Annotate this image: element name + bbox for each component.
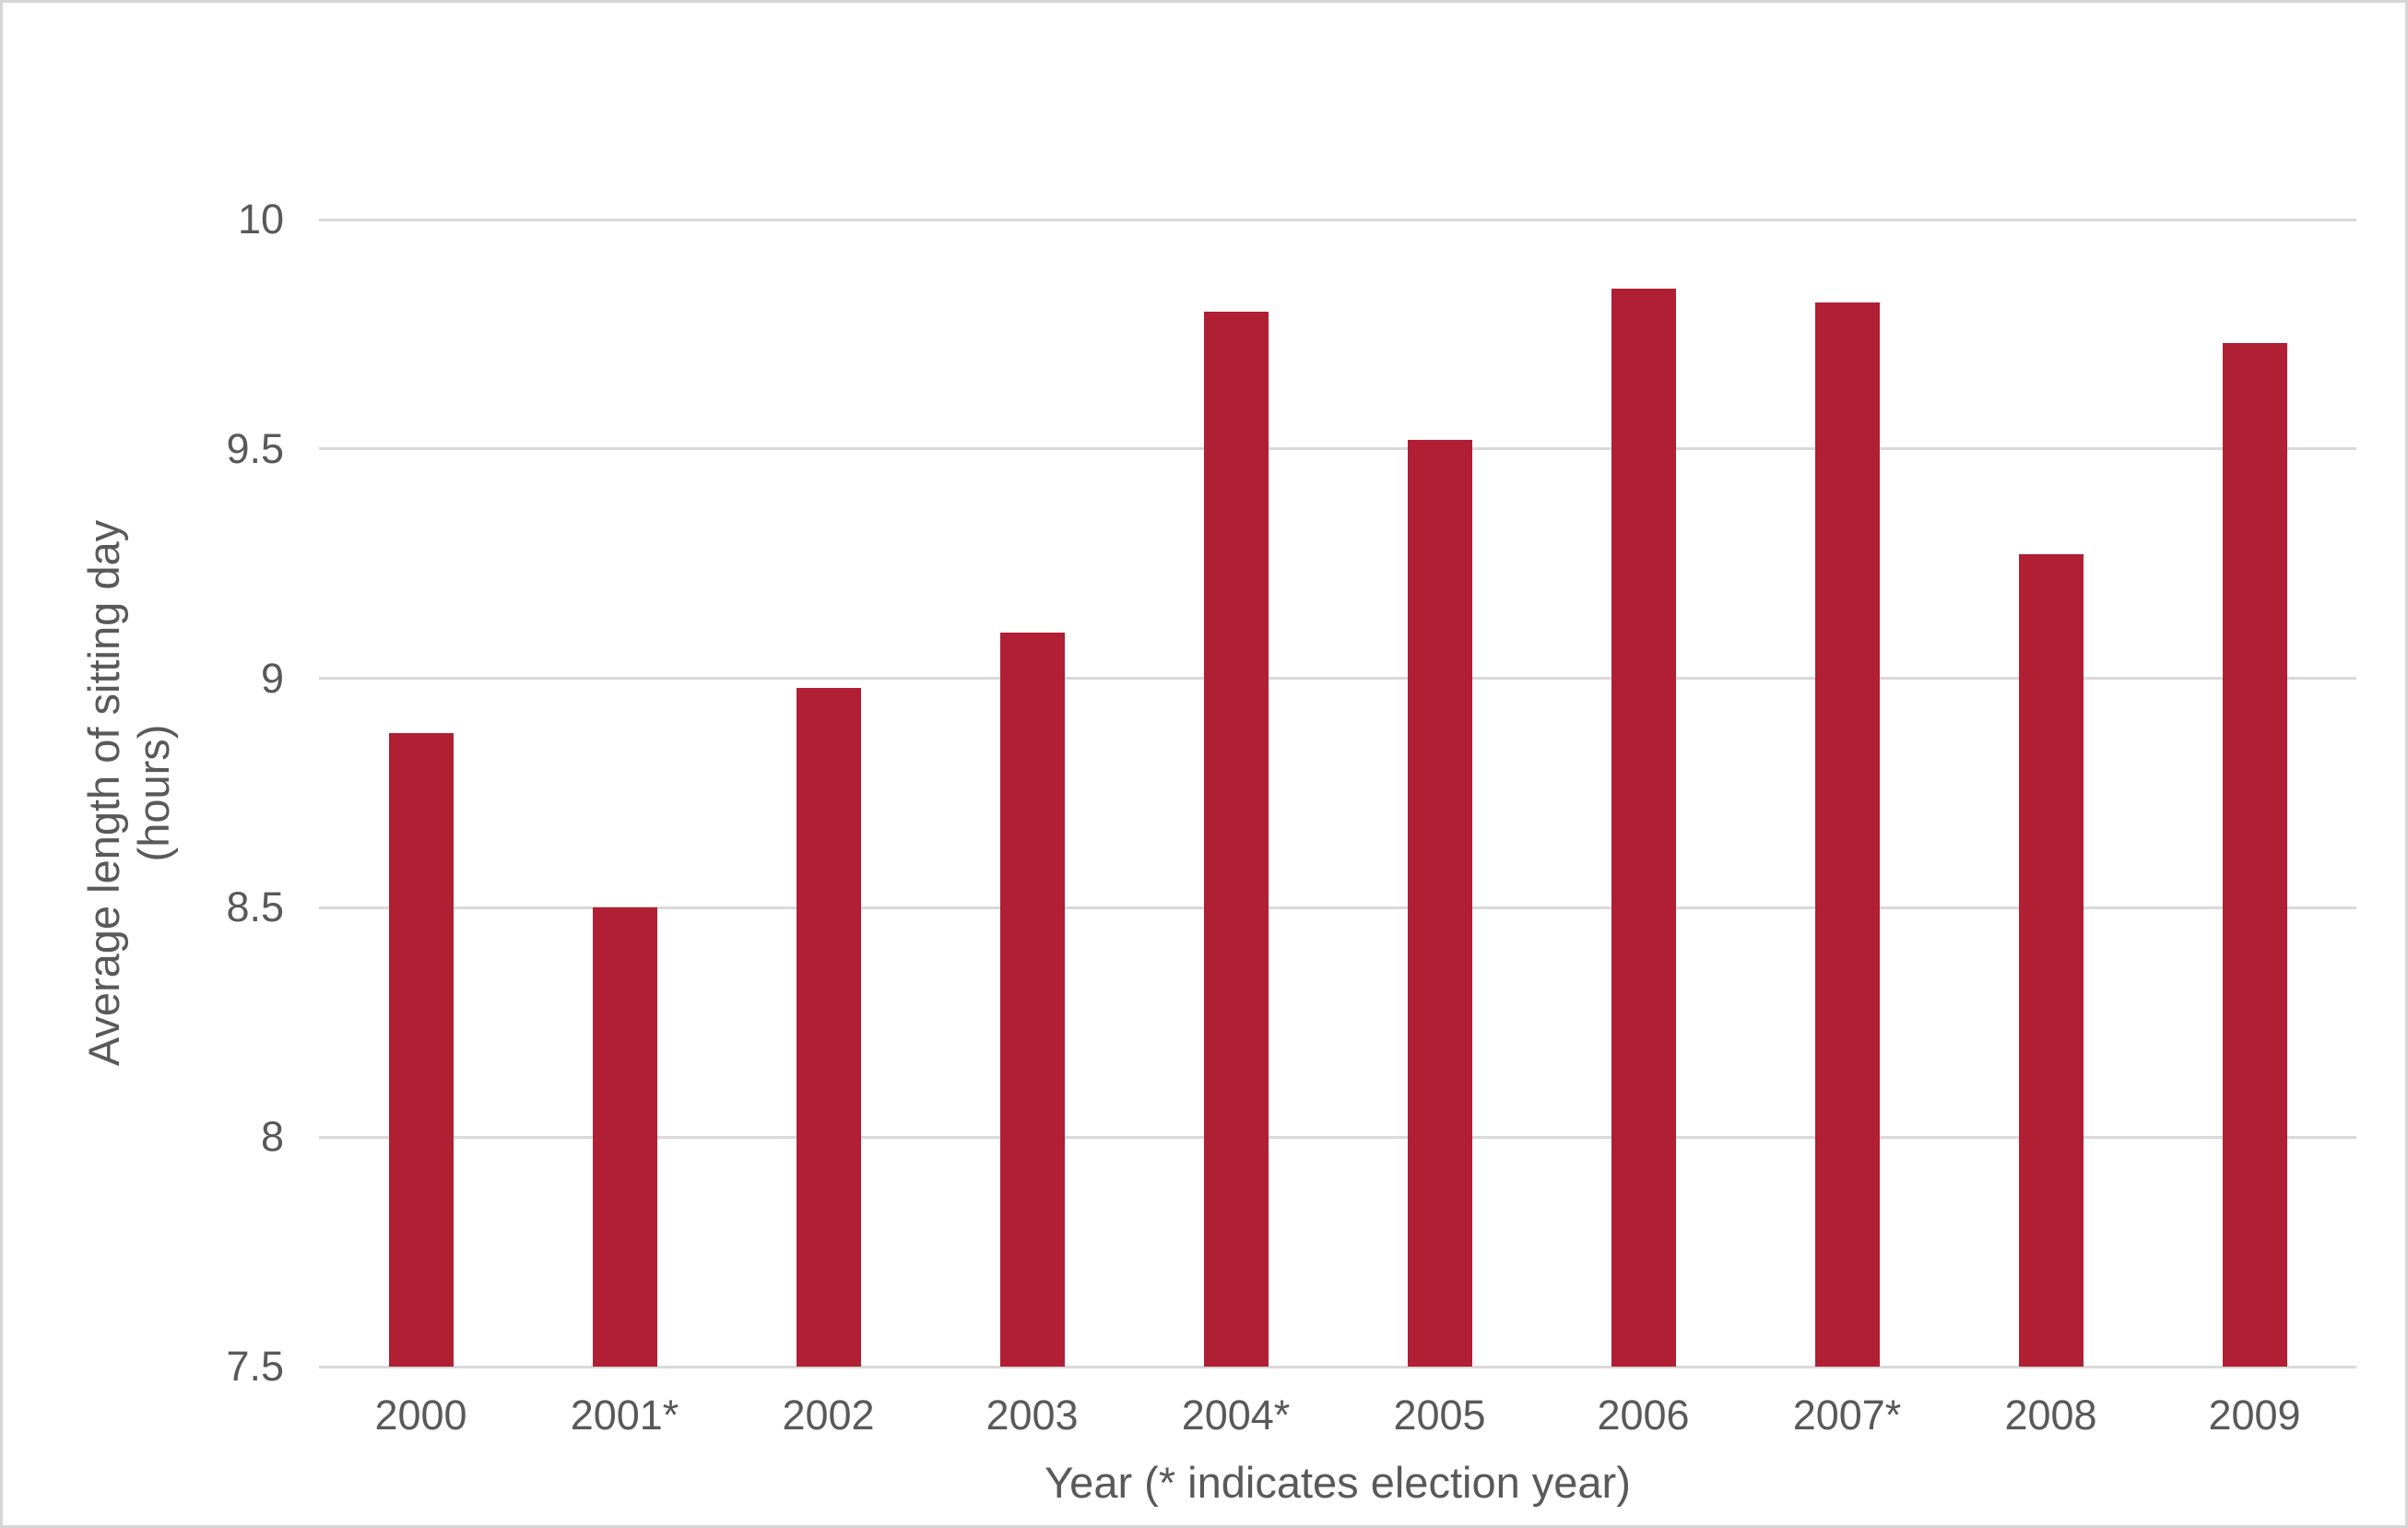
x-axis-label-2004-election: 2004* <box>1181 1392 1291 1439</box>
y-tick-label-9: 9 <box>260 654 284 702</box>
y-tick-label-7.5: 7.5 <box>226 1343 284 1390</box>
y-axis-title: Average length of sitting day (hours) <box>79 520 179 1066</box>
plot-area <box>319 218 2356 1368</box>
gridline-9.5 <box>319 447 2356 451</box>
bar-2006 <box>1611 288 1676 1367</box>
bar-2002 <box>796 687 861 1367</box>
bar-2009 <box>2222 343 2287 1367</box>
bar-2007* <box>1814 302 1880 1367</box>
x-axis-label-2009: 2009 <box>2208 1392 2301 1439</box>
y-tick-label-9.5: 9.5 <box>226 424 284 472</box>
x-axis-label-2008: 2008 <box>2004 1392 2097 1439</box>
bar-2000 <box>388 733 454 1367</box>
gridline-9 <box>319 677 2356 681</box>
y-axis-title-line2: (hours) <box>129 724 178 862</box>
gridline-8.5 <box>319 906 2356 909</box>
bar-2004* <box>1203 311 1269 1367</box>
x-axis-title: Year (* indicates election year) <box>1045 1458 1631 1507</box>
bar-2003 <box>999 632 1065 1367</box>
y-tick-label-8.5: 8.5 <box>226 883 284 931</box>
x-axis-label-2005: 2005 <box>1393 1392 1486 1439</box>
gridline-7.5 <box>319 1365 2356 1368</box>
y-tick-label-8: 8 <box>260 1113 284 1161</box>
x-axis-label-2003: 2003 <box>986 1392 1079 1439</box>
bar-chart: Average length of sitting day (hours) 7.… <box>3 3 2405 1525</box>
x-axis-label-2000: 2000 <box>374 1392 467 1439</box>
x-axis-label-2001-election: 2001* <box>570 1392 679 1439</box>
gridline-8 <box>319 1135 2356 1139</box>
x-axis-label-2007-election: 2007* <box>1792 1392 1902 1439</box>
x-axis-label-2002: 2002 <box>782 1392 875 1439</box>
y-tick-label-10: 10 <box>237 195 284 243</box>
y-axis-title-line1: Average length of sitting day <box>79 519 128 1067</box>
bar-2005 <box>1407 439 1472 1367</box>
x-axis-label-2006: 2006 <box>1597 1392 1690 1439</box>
bar-2008 <box>2018 554 2083 1367</box>
gridline-10 <box>319 218 2356 221</box>
bar-2001* <box>592 907 657 1367</box>
